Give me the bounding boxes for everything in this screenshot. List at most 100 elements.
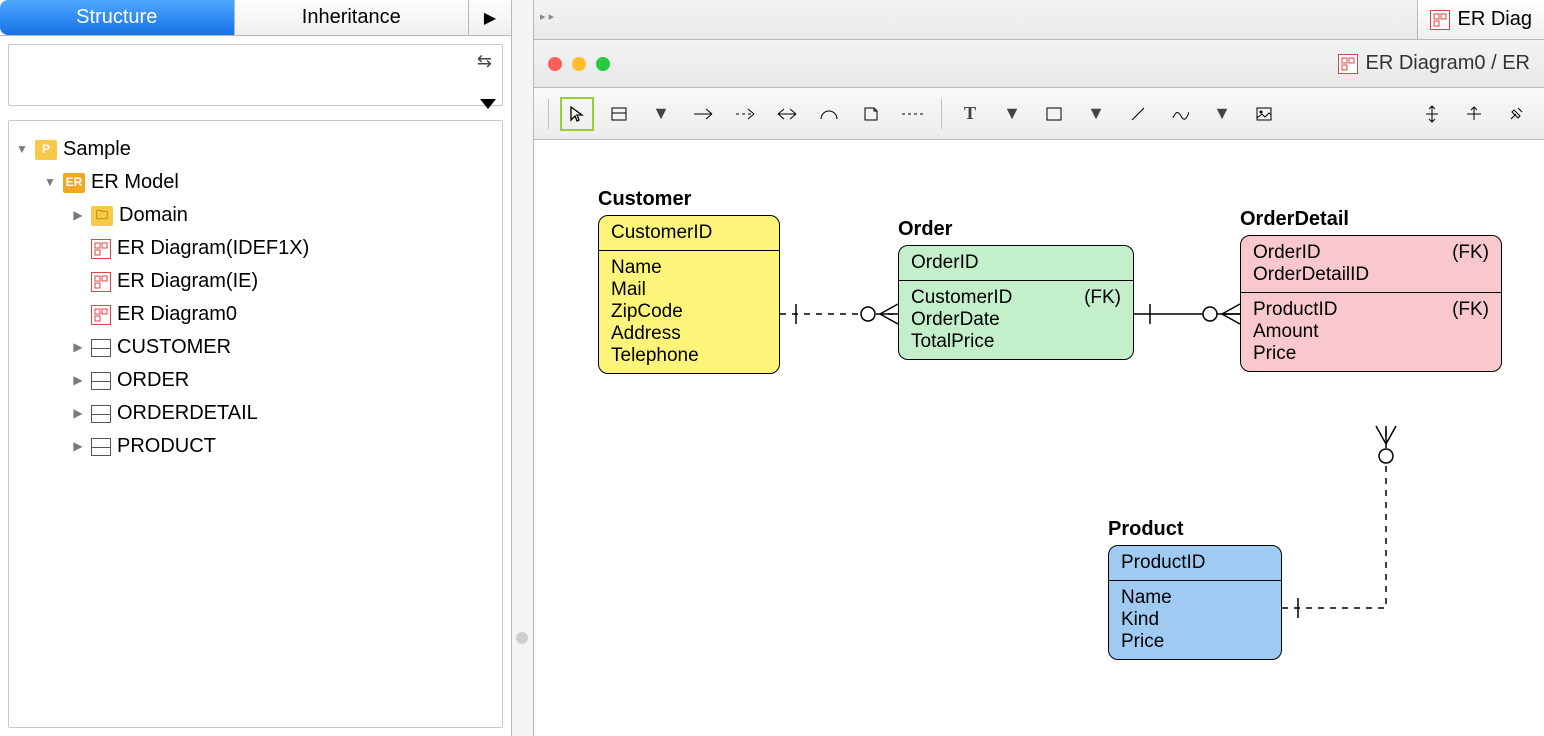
line-tool-button[interactable]	[1124, 100, 1152, 128]
tree-item[interactable]: ▼ ER ER Model	[15, 166, 496, 199]
canvas-toolbar: ▼ T ▼ ▼ ▼	[534, 88, 1544, 140]
tree-item-label: ER Diagram(IE)	[117, 265, 258, 298]
entity-attr: Address	[611, 323, 767, 345]
tree-item[interactable]: ▶ PRODUCT	[15, 430, 496, 463]
document-tab-label: ER Diag	[1458, 8, 1532, 31]
image-tool-button[interactable]	[1250, 100, 1278, 128]
pin-button[interactable]	[1502, 100, 1530, 128]
entity-tool-button[interactable]	[605, 100, 633, 128]
entity-attr: Mail	[611, 279, 767, 301]
entity-attr: Name	[611, 257, 767, 279]
dash-line-button[interactable]	[899, 100, 927, 128]
tree-item[interactable]: ER Diagram0	[15, 298, 496, 331]
tree-item[interactable]: ▶ ORDERDETAIL	[15, 397, 496, 430]
entity-pk-attr: OrderID(FK)	[1253, 242, 1489, 264]
disclosure-icon[interactable]: ▶	[71, 437, 85, 457]
entity-attr: Price	[1121, 631, 1269, 653]
window-title: ER Diagram0 / ER	[1338, 52, 1531, 75]
tree-item-label: ORDERDETAIL	[117, 397, 258, 430]
tree-item-label: CUSTOMER	[117, 331, 231, 364]
subtype-button[interactable]	[815, 100, 843, 128]
note-tool-button[interactable]	[857, 100, 885, 128]
tree-item-label: Sample	[63, 133, 131, 166]
align-horizontal-button[interactable]	[1460, 100, 1488, 128]
entity-pk-attr: CustomerID	[611, 222, 767, 244]
table-icon	[91, 339, 111, 357]
window-title-label: ER Diagram0 / ER	[1366, 52, 1531, 75]
entity-attr: OrderDate	[911, 309, 1121, 331]
tree-item-label: PRODUCT	[117, 430, 216, 463]
relationship-tools-group	[689, 100, 927, 128]
tree-item[interactable]: ▼PSample	[15, 133, 496, 166]
entity-pk-attr: OrderDetailID	[1253, 264, 1489, 286]
document-tab[interactable]: ER Diag	[1417, 0, 1544, 39]
entity-title: OrderDetail	[1240, 208, 1502, 231]
manytomany-rel-button[interactable]	[773, 100, 801, 128]
rect-dropdown-icon[interactable]: ▼	[1082, 100, 1110, 128]
tree-item-label: ER Diagram(IDEF1X)	[117, 232, 309, 265]
disclosure-icon[interactable]: ▼	[43, 173, 57, 193]
toolbar-separator	[941, 99, 942, 129]
left-panel: Structure Inheritance ▶ ⇆ ▼PSample▼ERER …	[0, 0, 512, 736]
entity-orderdetail[interactable]: OrderDetail OrderID(FK)OrderDetailID Produ…	[1240, 208, 1502, 372]
table-icon	[91, 438, 111, 456]
identifying-rel-button[interactable]	[689, 100, 717, 128]
disclosure-icon[interactable]: ▶	[71, 404, 85, 424]
tree-item[interactable]: ER Diagram(IDEF1X)	[15, 232, 496, 265]
tree-item[interactable]: ▶ CUSTOMER	[15, 331, 496, 364]
table-icon	[91, 405, 111, 423]
entity-order[interactable]: OrderOrderIDCustomerID(FK)OrderDateTotal…	[898, 218, 1134, 360]
er-diagram-icon	[91, 272, 111, 292]
minimize-window-button[interactable]	[572, 57, 586, 71]
align-vertical-button[interactable]	[1418, 100, 1446, 128]
freehand-dropdown-icon[interactable]: ▼	[1208, 100, 1236, 128]
tree-item-label: ER Model	[91, 166, 179, 199]
nonidentifying-rel-button[interactable]	[731, 100, 759, 128]
tree-item[interactable]: ▶ORDER	[15, 364, 496, 397]
er-model-icon: ER	[63, 173, 85, 193]
text-dropdown-icon[interactable]: ▼	[998, 100, 1026, 128]
er-diagram-icon	[1430, 10, 1450, 30]
er-diagram-icon	[91, 239, 111, 259]
disclosure-icon[interactable]: ▼	[15, 140, 29, 160]
divider-grip-icon	[516, 632, 528, 644]
entity-customer[interactable]: Customer CustomerID NameMailZipCodeAddress…	[598, 188, 780, 374]
tab-inheritance[interactable]: Inheritance	[235, 0, 470, 35]
document-tab-strip: ▸ ▸ ER Diag	[534, 0, 1544, 40]
tab-structure[interactable]: Structure	[0, 0, 235, 35]
window-controls	[548, 57, 610, 71]
entity-attr: CustomerID(FK)	[911, 287, 1121, 309]
tree-item[interactable]: ▶🗀Domain	[15, 199, 496, 232]
disclosure-icon[interactable]: ▶	[71, 338, 85, 358]
entity-attr: Telephone	[611, 345, 767, 367]
entity-dropdown-icon[interactable]: ▼	[647, 100, 675, 128]
diagram-canvas[interactable]: CustomerCustomerIDNameMailZipCodeAddress…	[534, 140, 1544, 736]
freehand-tool-button[interactable]	[1166, 100, 1194, 128]
rect-tool-button[interactable]	[1040, 100, 1068, 128]
entity-attr: ProductID(FK)	[1253, 299, 1489, 321]
window-titlebar: ER Diagram0 / ER	[534, 40, 1544, 88]
text-tool-button[interactable]: T	[956, 100, 984, 128]
table-icon	[91, 372, 111, 390]
close-window-button[interactable]	[548, 57, 562, 71]
panel-divider[interactable]	[512, 0, 534, 736]
entity-pk-attr: OrderID	[911, 252, 1121, 274]
zoom-window-button[interactable]	[596, 57, 610, 71]
disclosure-icon[interactable]: ▶	[71, 371, 85, 391]
er-diagram-icon	[91, 305, 111, 325]
er-diagram-icon	[1338, 54, 1358, 74]
collapse-triangle-icon[interactable]	[480, 99, 496, 109]
entity-attr: Name	[1121, 587, 1269, 609]
tab-bar: Structure Inheritance ▶	[0, 0, 511, 36]
tab-strip-handles-icon: ▸ ▸	[540, 10, 554, 23]
toolbar-separator	[548, 99, 549, 129]
tree-item[interactable]: ER Diagram(IE)	[15, 265, 496, 298]
sync-icon[interactable]: ⇆	[477, 51, 492, 72]
entity-title: Customer	[598, 188, 780, 211]
entity-title: Order	[898, 218, 1134, 241]
disclosure-icon[interactable]: ▶	[71, 206, 85, 226]
entity-attr: ZipCode	[611, 301, 767, 323]
tab-overflow-arrow[interactable]: ▶	[469, 0, 511, 35]
entity-product[interactable]: ProductProductIDNameKindPrice	[1108, 518, 1282, 660]
select-tool-button[interactable]	[563, 100, 591, 128]
